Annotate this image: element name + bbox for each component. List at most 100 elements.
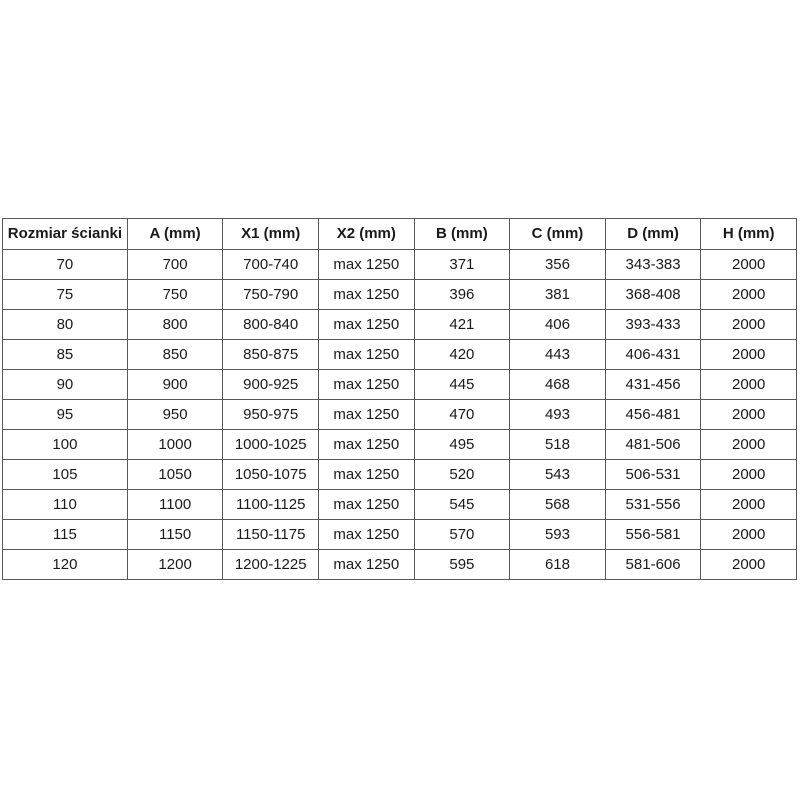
- table-cell: 520: [413, 459, 511, 490]
- table-cell: 115: [2, 519, 128, 550]
- table-cell: 545: [413, 489, 511, 520]
- column-header: X1 (mm): [222, 218, 319, 250]
- table-cell: 543: [509, 459, 606, 490]
- table-cell: 570: [413, 519, 511, 550]
- table-cell: 95: [2, 399, 128, 430]
- table-cell: 443: [509, 339, 606, 370]
- table-cell: 950: [126, 399, 224, 430]
- table-cell: 800: [126, 309, 224, 340]
- table-cell: 950-975: [222, 399, 319, 430]
- table-cell: 80: [2, 309, 128, 340]
- table-cell: max 1250: [318, 339, 415, 370]
- table-cell: 393-433: [604, 309, 702, 340]
- table-cell: 1000: [126, 429, 224, 460]
- table-cell: max 1250: [318, 519, 415, 550]
- column-header: C (mm): [509, 218, 606, 250]
- column-header: D (mm): [604, 218, 702, 250]
- table-cell: max 1250: [318, 249, 415, 280]
- table-cell: max 1250: [318, 549, 415, 580]
- table-cell: max 1250: [318, 369, 415, 400]
- table-cell: 1000-1025: [222, 429, 319, 460]
- table-cell: 700: [126, 249, 224, 280]
- column-header: H (mm): [700, 218, 797, 250]
- column-header: B (mm): [413, 218, 511, 250]
- table-cell: 1100-1125: [222, 489, 319, 520]
- table-cell: 493: [509, 399, 606, 430]
- table-cell: 1100: [126, 489, 224, 520]
- table-cell: 371: [413, 249, 511, 280]
- table-cell: 420: [413, 339, 511, 370]
- table-cell: 900: [126, 369, 224, 400]
- column-header: A (mm): [126, 218, 224, 250]
- table-cell: 495: [413, 429, 511, 460]
- table-cell: 556-581: [604, 519, 702, 550]
- table-cell: 470: [413, 399, 511, 430]
- table-cell: 850: [126, 339, 224, 370]
- table-cell: 568: [509, 489, 606, 520]
- table-cell: 75: [2, 279, 128, 310]
- table-cell: 396: [413, 279, 511, 310]
- table-cell: 85: [2, 339, 128, 370]
- table-cell: 368-408: [604, 279, 702, 310]
- table-cell: 900-925: [222, 369, 319, 400]
- size-spec-table: Rozmiar ścianki A (mm) X1 (mm) X2 (mm) B (mm…: [2, 218, 797, 580]
- table-row: 105 1050 1050-1075 max 1250 520 543 506-531 200…: [2, 459, 797, 490]
- table-cell: max 1250: [318, 489, 415, 520]
- table-cell: 431-456: [604, 369, 702, 400]
- table-cell: 2000: [700, 249, 797, 280]
- table-cell: 2000: [700, 309, 797, 340]
- table-row: 75 750 750-790 max 1250 396 381 368-408 2000: [2, 279, 797, 310]
- table-cell: 70: [2, 249, 128, 280]
- table-cell: 506-531: [604, 459, 702, 490]
- table-cell: 2000: [700, 279, 797, 310]
- table-cell: 456-481: [604, 399, 702, 430]
- table-row: 70 700 700-740 max 1250 371 356 343-383 2000: [2, 249, 797, 280]
- table-cell: 850-875: [222, 339, 319, 370]
- table-cell: 750-790: [222, 279, 319, 310]
- table-cell: 518: [509, 429, 606, 460]
- table-cell: 1050: [126, 459, 224, 490]
- table-cell: 531-556: [604, 489, 702, 520]
- table-cell: 2000: [700, 369, 797, 400]
- table-cell: 1200-1225: [222, 549, 319, 580]
- table-cell: 595: [413, 549, 511, 580]
- table-cell: max 1250: [318, 459, 415, 490]
- table-cell: 2000: [700, 429, 797, 460]
- size-spec-table-container: Rozmiar ścianki A (mm) X1 (mm) X2 (mm) B (mm…: [2, 218, 797, 580]
- table-cell: 1200: [126, 549, 224, 580]
- table-row: 115 1150 1150-1175 max 1250 570 593 556-581 200…: [2, 519, 797, 550]
- table-cell: 1150-1175: [222, 519, 319, 550]
- table-cell: 481-506: [604, 429, 702, 460]
- table-row: 80 800 800-840 max 1250 421 406 393-433 2000: [2, 309, 797, 340]
- table-cell: 581-606: [604, 549, 702, 580]
- table-cell: 593: [509, 519, 606, 550]
- table-cell: 700-740: [222, 249, 319, 280]
- table-cell: 2000: [700, 519, 797, 550]
- table-cell: 100: [2, 429, 128, 460]
- table-cell: 468: [509, 369, 606, 400]
- table-cell: 110: [2, 489, 128, 520]
- column-header: X2 (mm): [318, 218, 415, 250]
- table-body: 70 700 700-740 max 1250 371 356 343-383 2000 75 7…: [2, 249, 797, 580]
- table-header-row: Rozmiar ścianki A (mm) X1 (mm) X2 (mm) B (mm…: [2, 218, 797, 250]
- table-row: 85 850 850-875 max 1250 420 443 406-431 2000: [2, 339, 797, 370]
- table-cell: 1050-1075: [222, 459, 319, 490]
- table-cell: 381: [509, 279, 606, 310]
- table-cell: 105: [2, 459, 128, 490]
- table-cell: 2000: [700, 459, 797, 490]
- table-cell: 406: [509, 309, 606, 340]
- table-row: 90 900 900-925 max 1250 445 468 431-456 2000: [2, 369, 797, 400]
- table-cell: 406-431: [604, 339, 702, 370]
- table-cell: 2000: [700, 489, 797, 520]
- table-cell: 90: [2, 369, 128, 400]
- table-cell: 343-383: [604, 249, 702, 280]
- table-header: Rozmiar ścianki A (mm) X1 (mm) X2 (mm) B (mm…: [2, 218, 797, 250]
- table-cell: 618: [509, 549, 606, 580]
- column-header: Rozmiar ścianki: [2, 218, 128, 250]
- table-cell: 1150: [126, 519, 224, 550]
- table-cell: 2000: [700, 339, 797, 370]
- table-cell: max 1250: [318, 399, 415, 430]
- table-cell: max 1250: [318, 279, 415, 310]
- table-row: 110 1100 1100-1125 max 1250 545 568 531-556 200…: [2, 489, 797, 520]
